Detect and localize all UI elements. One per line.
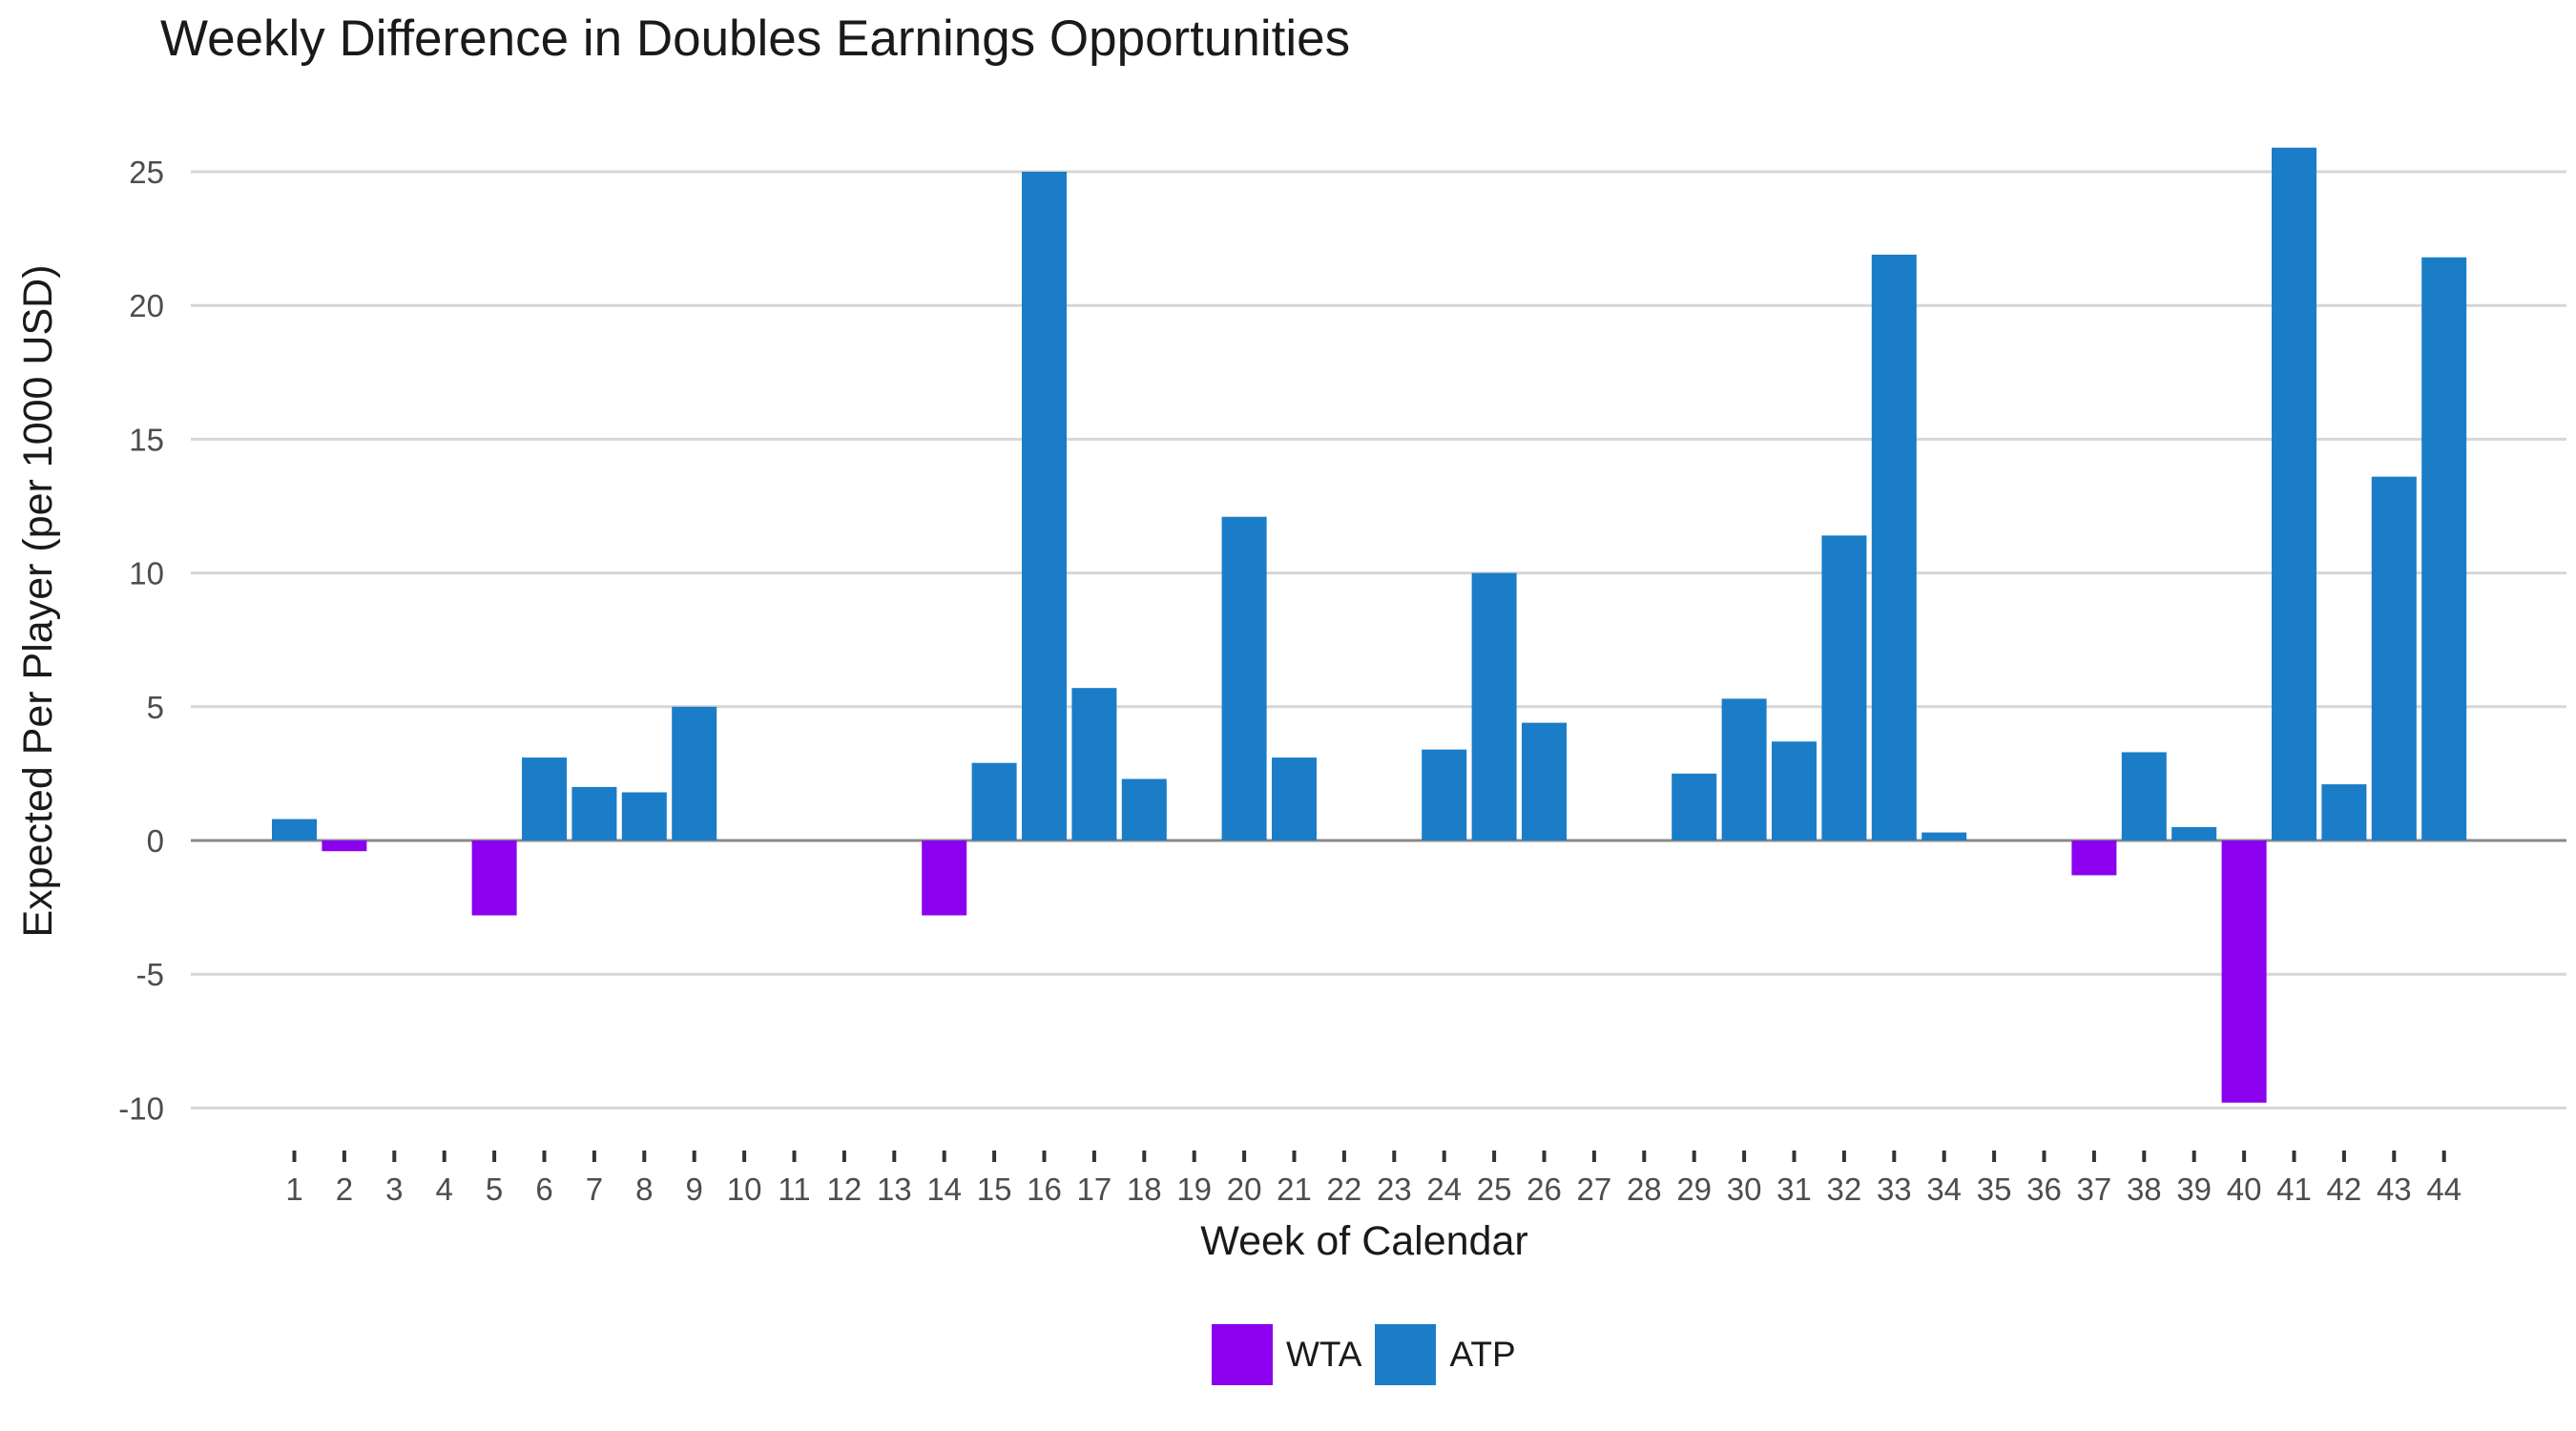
bar-week-2: [322, 840, 367, 852]
x-tick-label: 40: [2227, 1172, 2262, 1207]
x-tick-label: 4: [436, 1172, 453, 1207]
bar-week-18: [1121, 778, 1167, 840]
bar-week-43: [2371, 476, 2417, 840]
x-tick-label: 28: [1627, 1172, 1662, 1207]
bar-week-34: [1922, 832, 1967, 840]
x-tick-label: 27: [1577, 1172, 1612, 1207]
bar-week-41: [2272, 147, 2316, 840]
bar-week-1: [272, 819, 317, 840]
x-tick-label: 25: [1477, 1172, 1512, 1207]
x-tick-label: 2: [336, 1172, 353, 1207]
x-tick-label: 43: [2377, 1172, 2412, 1207]
bar-week-15: [971, 762, 1017, 840]
legend-swatch-wta: [1212, 1324, 1273, 1385]
bar-week-39: [2171, 826, 2217, 840]
bars: [272, 147, 2467, 1103]
y-tick-label: 15: [129, 422, 164, 457]
bar-week-16: [1022, 172, 1067, 840]
bar-week-37: [2071, 840, 2117, 876]
x-tick-label: 26: [1527, 1172, 1562, 1207]
bar-week-6: [522, 757, 567, 840]
x-tick-label: 1: [285, 1172, 302, 1207]
x-tick-label: 39: [2176, 1172, 2212, 1207]
y-axis-ticks: -10 -5 0 5 10 15 20 25: [118, 155, 164, 1126]
bar-week-26: [1522, 722, 1567, 840]
legend-label-atp: ATP: [1449, 1335, 1516, 1374]
legend: WTA ATP: [1212, 1324, 1529, 1385]
x-tick-label: 19: [1176, 1172, 1212, 1207]
bar-week-25: [1471, 572, 1517, 840]
x-tick-label: 21: [1277, 1172, 1312, 1207]
bar-week-9: [672, 706, 717, 840]
y-tick-label: 20: [129, 288, 164, 323]
x-tick-label: 13: [877, 1172, 912, 1207]
chart-title: Weekly Difference in Doubles Earnings Op…: [160, 10, 1351, 67]
x-tick-label: 10: [727, 1172, 762, 1207]
legend-label-wta: WTA: [1286, 1335, 1362, 1374]
bar-week-44: [2421, 257, 2467, 840]
y-tick-label: -5: [136, 957, 164, 992]
x-tick-label: 38: [2127, 1172, 2162, 1207]
x-tick-label: 12: [827, 1172, 862, 1207]
x-tick-label: 20: [1227, 1172, 1262, 1207]
bar-week-24: [1422, 749, 1467, 840]
bar-week-38: [2121, 752, 2167, 840]
bar-week-31: [1772, 741, 1817, 840]
legend-item-atp: ATP: [1375, 1324, 1516, 1385]
x-axis-title: Week of Calendar: [1200, 1218, 1527, 1264]
y-tick-label: 0: [147, 823, 164, 859]
x-tick-label: 14: [926, 1172, 962, 1207]
y-tick-label: 10: [129, 556, 164, 591]
x-tick-label: 24: [1426, 1172, 1462, 1207]
x-tick-label: 15: [977, 1172, 1012, 1207]
x-tick-label: 36: [2026, 1172, 2062, 1207]
bar-week-8: [621, 792, 667, 840]
x-tick-label: 7: [586, 1172, 603, 1207]
x-tick-label: 22: [1327, 1172, 1362, 1207]
bar-week-7: [571, 786, 617, 840]
x-tick-label: 8: [635, 1172, 653, 1207]
bar-week-42: [2321, 784, 2367, 840]
x-tick-label: 44: [2426, 1172, 2462, 1207]
x-tick-label: 9: [686, 1172, 703, 1207]
x-tick-label: 31: [1776, 1172, 1812, 1207]
x-tick-label: 30: [1727, 1172, 1762, 1207]
bar-week-5: [471, 840, 517, 916]
x-tick-label: 5: [486, 1172, 503, 1207]
x-tick-label: 33: [1877, 1172, 1912, 1207]
x-tick-label: 18: [1127, 1172, 1162, 1207]
bar-week-17: [1071, 688, 1117, 840]
x-tick-label: 6: [535, 1172, 552, 1207]
x-tick-label: 29: [1676, 1172, 1712, 1207]
x-tick-label: 17: [1077, 1172, 1112, 1207]
x-tick-label: 34: [1926, 1172, 1962, 1207]
gridlines: [191, 170, 2566, 1110]
x-tick-label: 42: [2327, 1172, 2362, 1207]
bar-week-21: [1272, 757, 1317, 840]
bar-week-14: [922, 840, 967, 916]
x-tick-label: 32: [1827, 1172, 1862, 1207]
x-tick-label: 41: [2276, 1172, 2312, 1207]
x-axis-ticks: 1 2 3 4 5 6 7 8 9 10 11 12 13 14 15 16 17 18 19 20 21 22 23 24 2…: [285, 1151, 2462, 1207]
x-tick-label: 3: [385, 1172, 403, 1207]
bar-week-40: [2221, 840, 2267, 1103]
y-axis-title: Expected Per Player (per 1000 USD): [15, 264, 61, 937]
bar-week-29: [1672, 773, 1717, 840]
y-tick-label: -10: [118, 1090, 164, 1126]
bar-week-33: [1871, 254, 1917, 840]
bar-week-30: [1721, 698, 1767, 840]
bar-week-20: [1221, 516, 1267, 840]
y-tick-label: 25: [129, 155, 164, 190]
x-tick-label: 11: [778, 1172, 810, 1207]
legend-swatch-atp: [1375, 1324, 1437, 1385]
y-tick-label: 5: [147, 690, 164, 725]
legend-item-wta: WTA: [1212, 1324, 1361, 1385]
x-tick-label: 37: [2077, 1172, 2112, 1207]
x-tick-label: 16: [1027, 1172, 1062, 1207]
bar-week-32: [1821, 535, 1867, 840]
x-tick-label: 35: [1977, 1172, 2012, 1207]
x-tick-label: 23: [1377, 1172, 1412, 1207]
